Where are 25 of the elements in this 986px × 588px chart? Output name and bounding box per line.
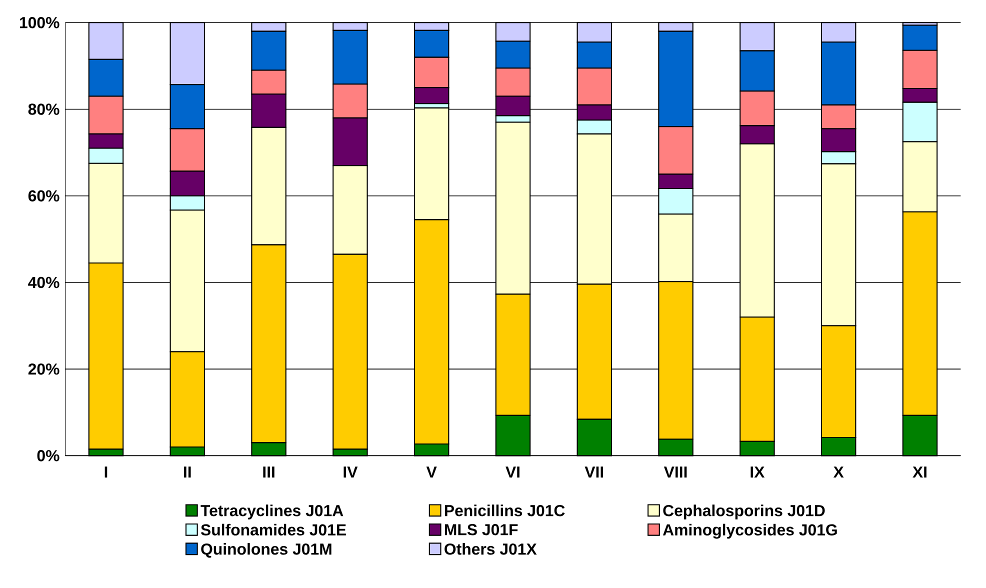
x-tick-label: III [263, 466, 274, 478]
legend-label: Penicillins J01C [444, 504, 565, 516]
legend-label: Cephalosporins J01D [663, 504, 825, 520]
legend-label: MLS J01F [444, 524, 518, 536]
legend-label: Aminoglycosides J01G [662, 524, 837, 539]
x-tick-label: II [184, 466, 191, 478]
legend-label: Others J01X [444, 543, 537, 555]
y-tick-label: 40% [28, 277, 60, 288]
legend-label: Quinolones J01M [201, 543, 332, 558]
y-tick-label: 100% [20, 17, 60, 28]
x-tick-label: IX [750, 466, 765, 478]
y-tick-label: 20% [28, 364, 60, 375]
x-tick-label: VIII [664, 466, 687, 478]
x-tick-label: VI [506, 466, 520, 478]
y-tick-label: 80% [28, 104, 60, 116]
x-tick-label: I [104, 466, 108, 478]
legend-label: Sulfonamides J01E [200, 524, 346, 536]
x-tick-label: X [833, 466, 844, 478]
x-tick-label: V [426, 466, 437, 478]
x-tick-label: XI [912, 466, 926, 478]
y-tick-label: 0% [37, 450, 60, 462]
y-tick-label: 60% [28, 190, 60, 202]
x-tick-label: VII [584, 466, 604, 478]
legend-label: Tetracyclines J01A [200, 504, 344, 520]
x-tick-label: IV [344, 466, 358, 478]
